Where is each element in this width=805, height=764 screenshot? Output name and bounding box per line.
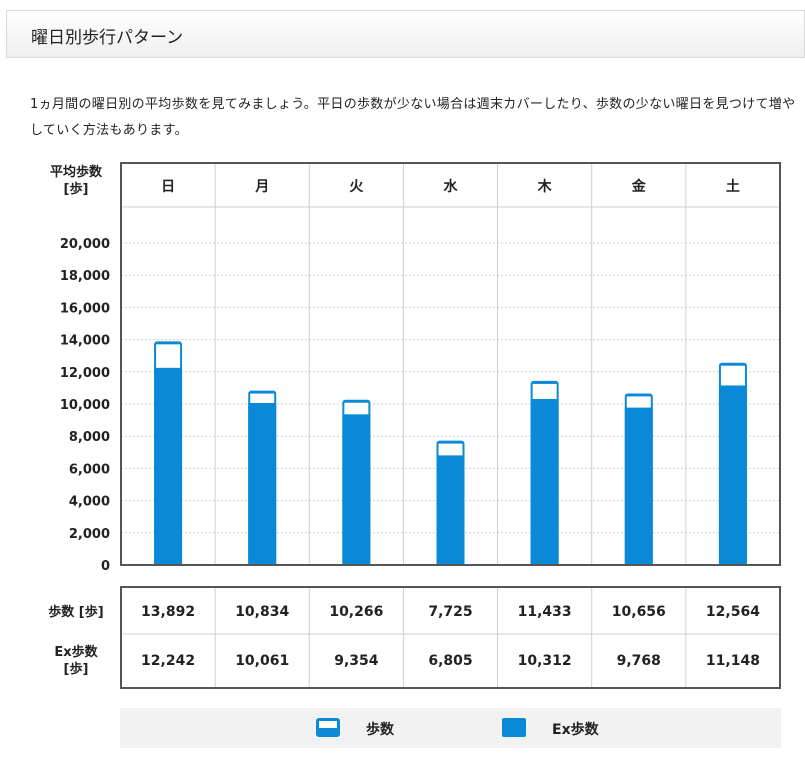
table-cell: 10,834 xyxy=(235,604,289,620)
table-row-label: Ex歩数[歩] xyxy=(54,644,98,677)
intro-text: 1ヵ月間の曜日別の平均歩数を見てみましょう。平日の歩数が少ない場合は週末カバーし… xyxy=(30,97,796,138)
y-tick-label: 20,000 xyxy=(60,237,110,252)
legend-swatch-steps xyxy=(316,718,340,737)
table-cell: 7,725 xyxy=(428,604,472,620)
category-label: 月 xyxy=(254,179,269,195)
y-axis-label: 平均歩数[歩] xyxy=(50,164,103,197)
table-row-label: 歩数 [歩] xyxy=(48,604,103,620)
legend-label-steps: 歩数 xyxy=(366,722,394,738)
bar-steps-excess xyxy=(626,396,651,408)
table-cell: 6,805 xyxy=(428,653,472,669)
table-cell: 12,242 xyxy=(141,653,195,669)
y-tick-label: 16,000 xyxy=(60,301,110,316)
y-tick-label: 0 xyxy=(101,559,110,574)
page-title: 曜日別歩行パターン xyxy=(31,28,184,48)
legend-swatch-ex-steps xyxy=(502,718,526,737)
y-tick-label: 4,000 xyxy=(69,495,110,510)
table-cell: 12,564 xyxy=(706,604,760,620)
bar-steps-excess xyxy=(720,365,745,386)
y-tick-label: 2,000 xyxy=(69,527,110,542)
bar-ex-steps xyxy=(154,367,183,565)
category-label: 火 xyxy=(349,179,364,195)
table-cell: 11,148 xyxy=(706,653,760,669)
table-cell: 9,768 xyxy=(617,653,661,669)
table-cell: 10,312 xyxy=(518,653,572,669)
bar-steps-excess xyxy=(344,402,369,415)
category-label: 木 xyxy=(537,178,553,195)
table-cell: 11,433 xyxy=(518,604,572,620)
table-cell: 10,266 xyxy=(329,604,383,620)
y-tick-label: 8,000 xyxy=(69,430,110,445)
table-cell: 10,061 xyxy=(235,653,289,669)
bar-steps-excess xyxy=(250,393,275,404)
bar-steps-excess xyxy=(532,383,557,399)
bar-ex-steps xyxy=(624,407,653,565)
table-cell: 9,354 xyxy=(334,653,379,669)
bar-ex-steps xyxy=(530,398,559,565)
bar-ex-steps xyxy=(718,385,747,565)
legend: 歩数 Ex歩数 xyxy=(120,708,781,748)
bar-ex-steps xyxy=(342,414,371,565)
section-header: 曜日別歩行パターン xyxy=(6,10,805,58)
category-label: 金 xyxy=(631,178,647,195)
category-label: 日 xyxy=(161,179,175,195)
bar-ex-steps xyxy=(248,403,277,565)
legend-label-ex-steps: Ex歩数 xyxy=(552,722,599,738)
bar-ex-steps xyxy=(436,455,465,565)
y-tick-label: 14,000 xyxy=(60,334,110,349)
y-tick-label: 18,000 xyxy=(60,269,110,284)
bar-steps-excess xyxy=(156,344,181,368)
bar-steps-excess xyxy=(438,443,463,456)
chart-frame xyxy=(120,162,781,566)
table-cell: 10,656 xyxy=(612,604,666,620)
y-tick-label: 10,000 xyxy=(60,398,110,413)
table-frame xyxy=(120,586,781,689)
category-label: 水 xyxy=(444,178,459,195)
category-label: 土 xyxy=(726,178,740,195)
y-tick-label: 6,000 xyxy=(69,462,110,477)
table-cell: 13,892 xyxy=(141,604,195,620)
y-tick-label: 12,000 xyxy=(60,366,110,381)
